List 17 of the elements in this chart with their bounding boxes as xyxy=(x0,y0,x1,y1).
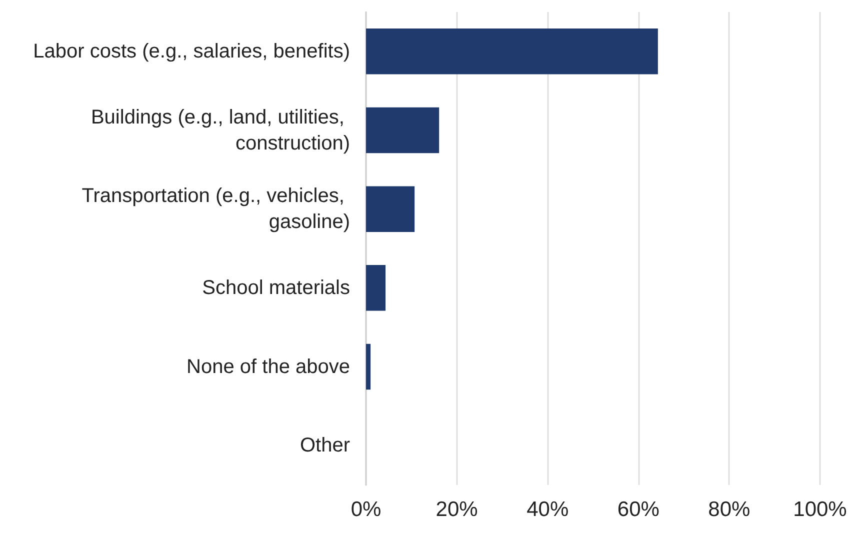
y-tick-label: Labor costs (e.g., salaries, benefits) xyxy=(33,40,350,62)
x-tick-label: 60% xyxy=(617,498,660,521)
y-tick-label: None of the above xyxy=(186,356,350,378)
x-tick-label: 40% xyxy=(526,498,569,521)
x-tick-label: 0% xyxy=(350,498,382,521)
bar xyxy=(366,186,415,232)
x-tick-label: 20% xyxy=(436,498,478,521)
y-tick-label: Other xyxy=(300,434,350,457)
bar xyxy=(366,344,371,390)
y-tick-label: Transportation (e.g., vehicles, gasoline) xyxy=(82,185,350,234)
bar xyxy=(366,107,440,154)
y-tick-label: School materials xyxy=(202,276,350,299)
x-tick-label: 80% xyxy=(708,498,750,521)
bar xyxy=(366,28,658,74)
bar xyxy=(366,265,386,311)
x-tick-label: 100% xyxy=(793,498,847,521)
y-tick-label: Buildings (e.g., land, utilities, construction) xyxy=(90,106,350,154)
